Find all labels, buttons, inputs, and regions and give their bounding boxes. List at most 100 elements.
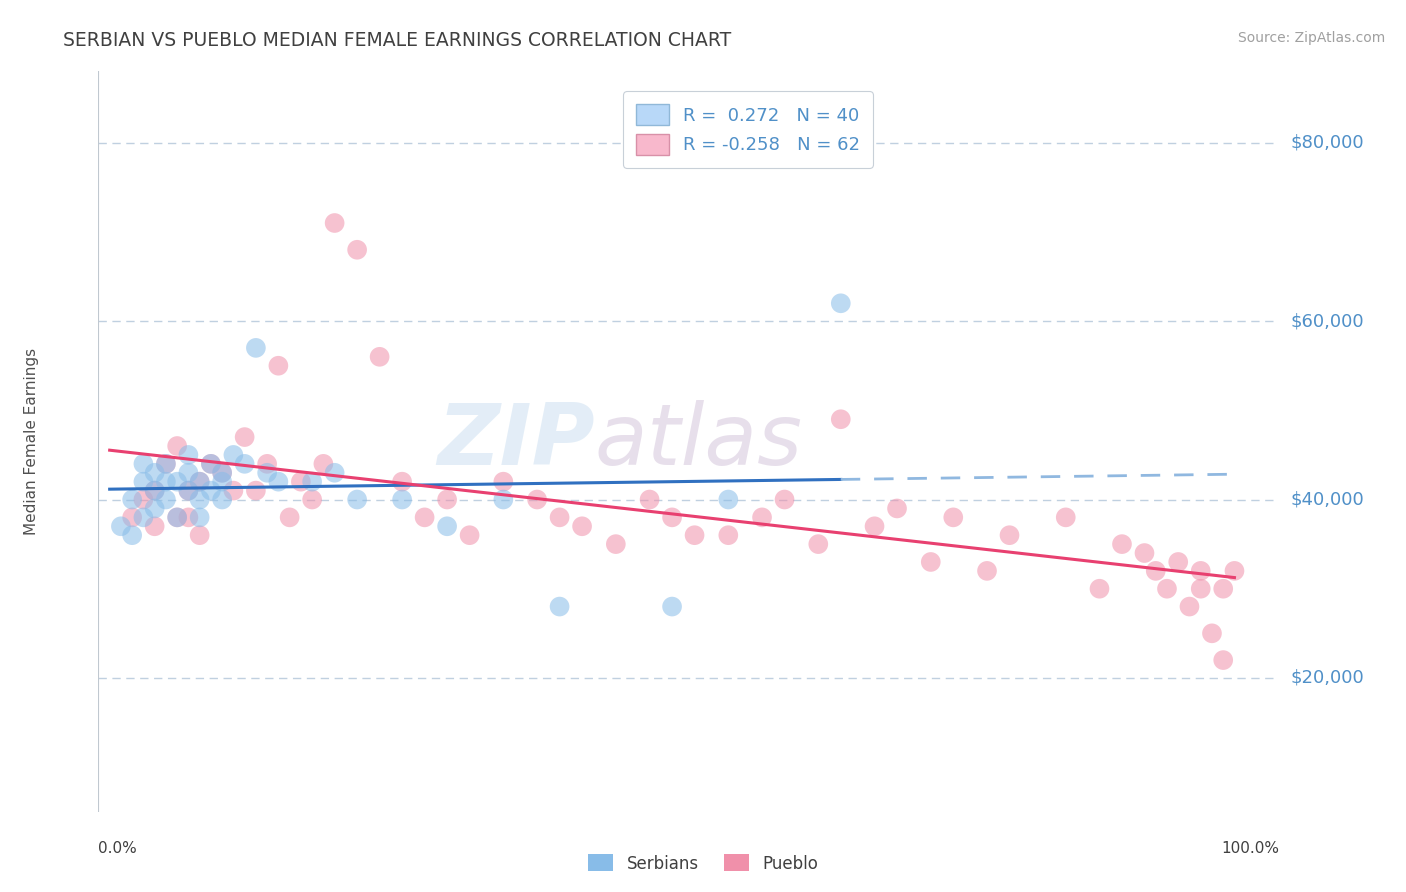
Point — [346, 492, 368, 507]
Point — [526, 492, 548, 507]
Point — [200, 457, 222, 471]
Point — [256, 457, 278, 471]
Point — [1133, 546, 1156, 560]
Point — [1054, 510, 1077, 524]
Text: $60,000: $60,000 — [1291, 312, 1364, 330]
Text: 0.0%: 0.0% — [98, 841, 138, 856]
Point — [245, 341, 267, 355]
Point — [1178, 599, 1201, 614]
Point — [1111, 537, 1133, 551]
Point — [211, 466, 233, 480]
Point — [245, 483, 267, 498]
Point — [346, 243, 368, 257]
Point — [1088, 582, 1111, 596]
Legend: R =  0.272   N = 40, R = -0.258   N = 62: R = 0.272 N = 40, R = -0.258 N = 62 — [623, 92, 873, 168]
Point — [132, 457, 155, 471]
Point — [155, 457, 177, 471]
Text: SERBIAN VS PUEBLO MEDIAN FEMALE EARNINGS CORRELATION CHART: SERBIAN VS PUEBLO MEDIAN FEMALE EARNINGS… — [63, 31, 731, 50]
Point — [830, 412, 852, 426]
Point — [830, 296, 852, 310]
Point — [110, 519, 132, 533]
Point — [301, 492, 323, 507]
Point — [998, 528, 1021, 542]
Point — [458, 528, 481, 542]
Point — [155, 457, 177, 471]
Point — [436, 519, 458, 533]
Point — [166, 475, 188, 489]
Point — [121, 492, 143, 507]
Point — [222, 448, 245, 462]
Point — [211, 466, 233, 480]
Point — [323, 216, 346, 230]
Text: 100.0%: 100.0% — [1222, 841, 1279, 856]
Point — [413, 510, 436, 524]
Point — [1201, 626, 1223, 640]
Text: $20,000: $20,000 — [1291, 669, 1364, 687]
Point — [886, 501, 908, 516]
Point — [143, 501, 166, 516]
Point — [1189, 564, 1212, 578]
Point — [132, 492, 155, 507]
Point — [290, 475, 312, 489]
Point — [177, 510, 200, 524]
Point — [267, 359, 290, 373]
Point — [166, 510, 188, 524]
Point — [1156, 582, 1178, 596]
Point — [200, 457, 222, 471]
Point — [661, 599, 683, 614]
Point — [233, 430, 256, 444]
Point — [1223, 564, 1246, 578]
Point — [605, 537, 627, 551]
Point — [278, 510, 301, 524]
Point — [548, 599, 571, 614]
Point — [132, 475, 155, 489]
Point — [143, 483, 166, 498]
Point — [188, 475, 211, 489]
Point — [920, 555, 942, 569]
Point — [638, 492, 661, 507]
Point — [143, 466, 166, 480]
Point — [391, 492, 413, 507]
Point — [863, 519, 886, 533]
Point — [492, 475, 515, 489]
Point — [166, 510, 188, 524]
Point — [121, 528, 143, 542]
Text: $80,000: $80,000 — [1291, 134, 1364, 152]
Point — [1167, 555, 1189, 569]
Text: $40,000: $40,000 — [1291, 491, 1364, 508]
Point — [267, 475, 290, 489]
Point — [717, 528, 740, 542]
Point — [188, 528, 211, 542]
Point — [391, 475, 413, 489]
Point — [200, 483, 222, 498]
Point — [312, 457, 335, 471]
Point — [143, 519, 166, 533]
Point — [121, 510, 143, 524]
Point — [751, 510, 773, 524]
Point — [1212, 582, 1234, 596]
Point — [301, 475, 323, 489]
Point — [233, 457, 256, 471]
Point — [132, 510, 155, 524]
Point — [177, 483, 200, 498]
Point — [166, 439, 188, 453]
Point — [807, 537, 830, 551]
Point — [571, 519, 593, 533]
Point — [323, 466, 346, 480]
Point — [188, 492, 211, 507]
Point — [1144, 564, 1167, 578]
Point — [177, 466, 200, 480]
Point — [256, 466, 278, 480]
Point — [155, 475, 177, 489]
Point — [548, 510, 571, 524]
Point — [436, 492, 458, 507]
Point — [177, 483, 200, 498]
Point — [143, 483, 166, 498]
Text: atlas: atlas — [595, 400, 803, 483]
Text: Source: ZipAtlas.com: Source: ZipAtlas.com — [1237, 31, 1385, 45]
Point — [942, 510, 965, 524]
Point — [222, 483, 245, 498]
Text: Median Female Earnings: Median Female Earnings — [24, 348, 39, 535]
Point — [188, 510, 211, 524]
Point — [683, 528, 706, 542]
